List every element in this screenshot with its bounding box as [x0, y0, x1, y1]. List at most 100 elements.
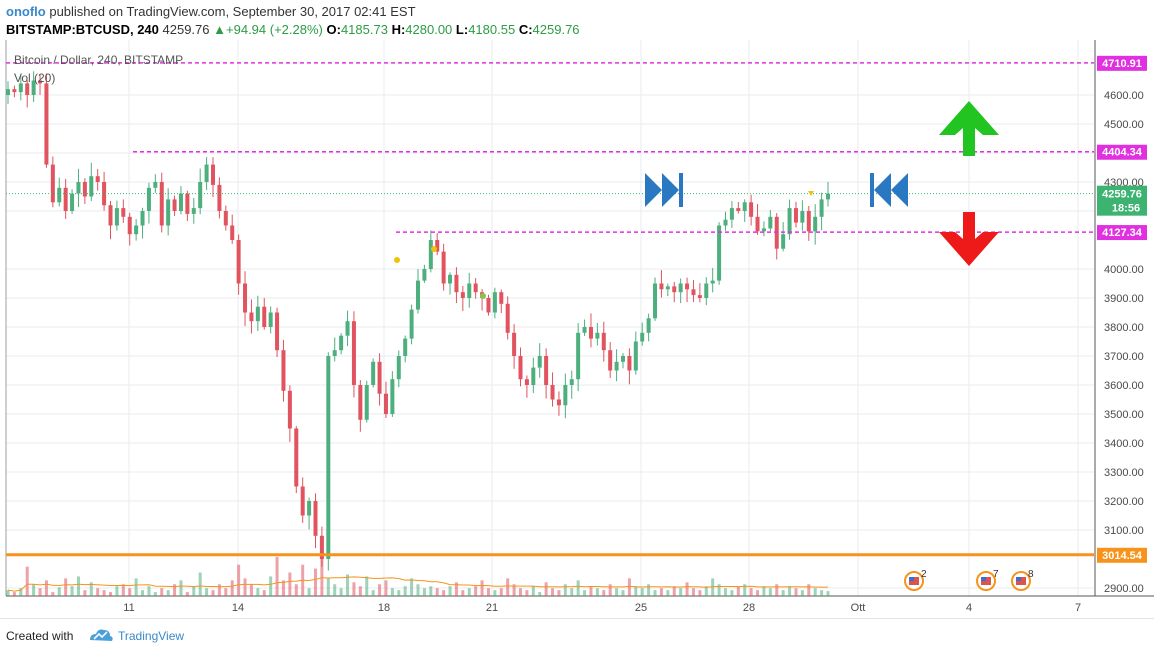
candle-body[interactable] [396, 356, 401, 380]
candle-body[interactable] [294, 428, 299, 487]
candle-body[interactable] [473, 283, 478, 293]
candle-body[interactable] [166, 199, 171, 226]
candle-body[interactable] [38, 80, 43, 84]
candle-body[interactable] [364, 385, 369, 420]
candle-body[interactable] [486, 298, 491, 313]
candle-body[interactable] [646, 318, 651, 333]
candle-body[interactable] [31, 80, 36, 96]
candle-body[interactable] [544, 356, 549, 385]
candle-body[interactable] [781, 234, 786, 249]
candle-body[interactable] [287, 390, 292, 429]
candle-body[interactable] [134, 225, 139, 235]
arrow-down-icon[interactable] [939, 212, 999, 266]
candle-body[interactable] [531, 367, 536, 385]
volume-legend[interactable]: Vol (20) [14, 71, 56, 85]
candle-body[interactable] [102, 182, 107, 206]
candle-body[interactable] [640, 332, 645, 342]
candle-body[interactable] [710, 280, 715, 284]
candle-body[interactable] [819, 199, 824, 217]
tradingview-link[interactable]: TradingView [118, 629, 185, 643]
candle-body[interactable] [505, 303, 510, 333]
candle-body[interactable] [236, 240, 241, 284]
candle-body[interactable] [749, 202, 754, 217]
candle-body[interactable] [435, 240, 440, 252]
candle-body[interactable] [704, 283, 709, 299]
candle-body[interactable] [211, 164, 215, 185]
candle-body[interactable] [223, 211, 228, 226]
candle-body[interactable] [326, 356, 331, 559]
candle-body[interactable] [793, 208, 798, 223]
candle-body[interactable] [556, 399, 561, 406]
candle-body[interactable] [492, 292, 497, 313]
candle-body[interactable] [339, 335, 344, 351]
candle-body[interactable] [659, 283, 664, 290]
series-legend[interactable]: Bitcoin / Dollar, 240, BITSTAMP [14, 53, 184, 67]
candle-body[interactable] [582, 327, 587, 333]
candle-body[interactable] [255, 306, 260, 322]
candle-body[interactable] [12, 89, 17, 93]
candle-body[interactable] [409, 309, 414, 339]
candle-body[interactable] [351, 321, 356, 385]
candle-body[interactable] [262, 306, 267, 327]
candle-body[interactable] [499, 292, 504, 304]
candle-body[interactable] [89, 176, 94, 197]
candle-body[interactable] [512, 332, 517, 356]
candle-body[interactable] [281, 350, 286, 391]
candle-body[interactable] [268, 312, 273, 328]
candle-body[interactable] [121, 208, 126, 217]
candle-body[interactable] [198, 182, 203, 209]
candle-body[interactable] [249, 312, 254, 322]
price-chart[interactable]: 4600.004500.004400.004300.004200.004000.… [0, 40, 1154, 618]
candle-body[interactable] [826, 193, 830, 200]
candle-body[interactable] [800, 211, 805, 223]
candle-body[interactable] [307, 501, 312, 516]
candle-body[interactable] [621, 356, 625, 362]
candle-body[interactable] [428, 240, 433, 269]
candle-body[interactable] [685, 283, 690, 290]
candle-body[interactable] [377, 361, 382, 394]
candle-body[interactable] [416, 280, 420, 310]
candle-body[interactable] [653, 283, 658, 319]
candle-body[interactable] [537, 356, 542, 368]
candle-body[interactable] [358, 385, 363, 420]
candle-body[interactable] [576, 332, 581, 380]
candle-body[interactable] [697, 295, 702, 298]
candle-body[interactable] [454, 274, 459, 293]
candle-body[interactable] [678, 283, 683, 293]
candle-body[interactable] [114, 208, 119, 226]
candle-body[interactable] [300, 486, 305, 516]
fast-forward-icon[interactable] [645, 173, 679, 207]
candle-body[interactable] [601, 332, 606, 351]
candle-body[interactable] [243, 283, 248, 313]
candle-body[interactable] [448, 274, 453, 284]
candle-body[interactable] [345, 321, 350, 336]
arrow-up-icon[interactable] [939, 101, 999, 156]
candle-body[interactable] [761, 228, 766, 232]
candle-body[interactable] [178, 193, 183, 211]
candle-body[interactable] [422, 269, 427, 281]
candle-body[interactable] [742, 202, 747, 211]
candle-body[interactable] [460, 292, 465, 298]
candle-body[interactable] [768, 216, 773, 229]
candle-body[interactable] [275, 312, 280, 351]
candle-body[interactable] [82, 182, 87, 197]
candle-body[interactable] [672, 286, 677, 293]
candle-body[interactable] [185, 193, 190, 214]
candle-body[interactable] [595, 332, 600, 339]
candle-body[interactable] [319, 535, 324, 559]
candle-body[interactable] [588, 327, 593, 339]
candle-body[interactable] [390, 379, 395, 414]
chart-area[interactable]: 4600.004500.004400.004300.004200.004000.… [0, 40, 1154, 618]
candle-body[interactable] [467, 283, 472, 299]
candle-body[interactable] [717, 225, 722, 281]
candle-body[interactable] [153, 182, 158, 188]
candle-body[interactable] [608, 350, 613, 371]
candle-body[interactable] [787, 208, 792, 235]
candle-body[interactable] [95, 176, 100, 182]
candle-body[interactable] [159, 182, 164, 226]
candle-body[interactable] [140, 211, 145, 226]
candle-body[interactable] [230, 225, 235, 241]
author-name[interactable]: onoflo [6, 4, 46, 19]
candle-body[interactable] [371, 361, 376, 385]
candle-body[interactable] [633, 341, 638, 371]
